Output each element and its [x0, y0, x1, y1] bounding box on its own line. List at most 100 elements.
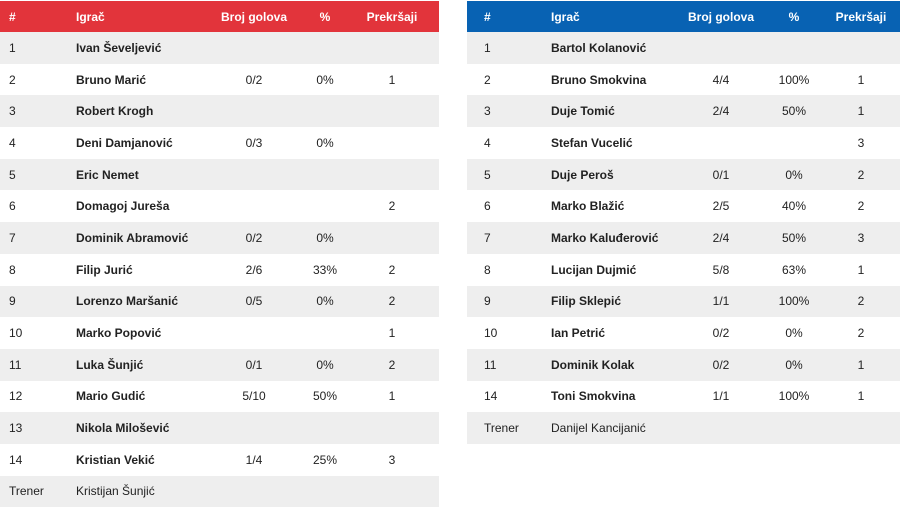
player-name[interactable]: Duje Tomić	[551, 104, 615, 119]
player-number: 13	[9, 421, 23, 436]
player-name[interactable]: Nikola Milošević	[76, 421, 170, 436]
table-row[interactable]: 3 Duje Tomić 2/4 50% 1	[467, 95, 900, 128]
player-percentage: 25%	[312, 452, 338, 467]
player-goals: 2/5	[712, 199, 730, 214]
header-percentage: %	[788, 9, 800, 24]
table-header: # Igrač Broj golova % Prekršaji	[467, 1, 900, 32]
player-goals: 5/8	[712, 262, 730, 277]
table-row[interactable]: 8 Lucijan Dujmić 5/8 63% 1	[467, 254, 900, 286]
player-name[interactable]: Deni Damjanović	[76, 135, 173, 150]
table-row[interactable]: 13 Nikola Milošević	[0, 412, 439, 444]
player-name[interactable]: Robert Krogh	[76, 104, 154, 119]
player-number: 12	[9, 389, 23, 404]
player-percentage: 0%	[785, 167, 803, 182]
table-row[interactable]: 4 Stefan Vucelić 3	[467, 127, 900, 159]
player-fouls: 1	[857, 262, 865, 277]
table-header: # Igrač Broj golova % Prekršaji	[0, 1, 439, 32]
player-percentage: 0%	[785, 326, 803, 341]
player-number: 5	[9, 167, 16, 182]
table-row[interactable]: 14 Toni Smokvina 1/1 100% 1	[467, 381, 900, 413]
home-team-stats-table: # Igrač Broj golova % Prekršaji 1 Ivan Še…	[0, 1, 439, 507]
player-number: 1	[484, 40, 491, 55]
away-team-stats-table: # Igrač Broj golova % Prekršaji 1 Bartol …	[467, 1, 900, 444]
player-name[interactable]: Ian Petrić	[551, 326, 606, 341]
header-goals: Broj golova	[220, 9, 287, 24]
player-fouls: 1	[857, 389, 865, 404]
table-row[interactable]: 2 Bruno Smokvina 4/4 100% 1	[467, 64, 900, 96]
player-fouls: 2	[388, 357, 396, 372]
player-goals: 0/1	[712, 167, 730, 182]
table-row[interactable]: 6 Marko Blažić 2/5 40% 2	[467, 190, 900, 222]
header-number: #	[9, 9, 16, 24]
player-number: 4	[9, 135, 16, 150]
player-number: 4	[484, 135, 491, 150]
table-row[interactable]: 12 Mario Gudić 5/10 50% 1	[0, 381, 439, 413]
player-name[interactable]: Luka Šunjić	[76, 357, 144, 372]
player-number: 5	[484, 167, 491, 182]
table-row[interactable]: 11 Luka Šunjić 0/1 0% 2	[0, 348, 439, 381]
player-fouls: 1	[857, 357, 865, 372]
player-number: 6	[9, 199, 16, 214]
player-percentage: 100%	[778, 72, 810, 87]
table-row[interactable]: 5 Duje Peroš 0/1 0% 2	[467, 158, 900, 191]
player-number: 7	[484, 230, 491, 245]
player-percentage: 50%	[312, 389, 338, 404]
player-name[interactable]: Stefan Vucelić	[551, 135, 633, 150]
player-fouls: 1	[388, 326, 396, 341]
player-name[interactable]: Ivan Ševeljević	[76, 40, 162, 55]
player-number: 9	[484, 294, 491, 309]
player-name[interactable]: Bruno Smokvina	[551, 72, 647, 87]
player-name[interactable]: Dominik Abramović	[76, 230, 189, 245]
player-name[interactable]: Bruno Marić	[76, 72, 147, 87]
player-name[interactable]: Lorenzo Maršanić	[76, 294, 179, 309]
player-name[interactable]: Eric Nemet	[76, 167, 139, 182]
player-name[interactable]: Kristian Vekić	[76, 452, 155, 467]
player-name[interactable]: Dominik Kolak	[551, 357, 635, 372]
player-goals: 1/4	[245, 452, 263, 467]
table-row[interactable]: 10 Marko Popović 1	[0, 317, 439, 349]
player-name[interactable]: Toni Smokvina	[551, 389, 636, 404]
table-row[interactable]: 5 Eric Nemet	[0, 158, 439, 191]
player-fouls: 2	[857, 326, 865, 341]
header-number: #	[484, 9, 491, 24]
table-row[interactable]: 3 Robert Krogh	[0, 95, 439, 128]
player-percentage: 100%	[778, 389, 810, 404]
player-number: 7	[9, 230, 16, 245]
player-name[interactable]: Filip Jurić	[76, 262, 133, 277]
table-row[interactable]: 10 Ian Petrić 0/2 0% 2	[467, 317, 900, 349]
player-number: 2	[484, 72, 491, 87]
table-row[interactable]: 14 Kristian Vekić 1/4 25% 3	[0, 444, 439, 476]
player-name[interactable]: Marko Blažić	[551, 199, 625, 214]
player-goals: 1/1	[712, 294, 730, 309]
coach-name: Danijel Kancijanić	[551, 421, 646, 436]
table-row[interactable]: 7 Dominik Abramović 0/2 0%	[0, 222, 439, 254]
player-name[interactable]: Mario Gudić	[76, 389, 146, 404]
table-row[interactable]: 7 Marko Kaluđerović 2/4 50% 3	[467, 222, 900, 254]
player-number: 3	[484, 104, 491, 119]
player-fouls: 1	[388, 389, 396, 404]
player-name[interactable]: Bartol Kolanović	[551, 40, 647, 55]
player-percentage: 0%	[316, 72, 334, 87]
coach-label: Trener	[9, 484, 44, 499]
table-row[interactable]: 1 Ivan Ševeljević	[0, 32, 439, 64]
player-name[interactable]: Filip Sklepić	[551, 294, 622, 309]
player-percentage: 0%	[785, 357, 803, 372]
table-row[interactable]: 4 Deni Damjanović 0/3 0%	[0, 127, 439, 159]
table-row[interactable]: 2 Bruno Marić 0/2 0% 1	[0, 64, 439, 96]
player-percentage: 0%	[316, 135, 334, 150]
player-name[interactable]: Duje Peroš	[551, 167, 614, 182]
header-fouls: Prekršaji	[366, 9, 418, 24]
table-row[interactable]: 9 Lorenzo Maršanić 0/5 0% 2	[0, 285, 439, 318]
table-row[interactable]: 9 Filip Sklepić 1/1 100% 2	[467, 285, 900, 318]
header-player: Igrač	[551, 9, 580, 24]
player-name[interactable]: Lucijan Dujmić	[551, 262, 637, 277]
coach-label: Trener	[484, 421, 519, 436]
table-row[interactable]: 11 Dominik Kolak 0/2 0% 1	[467, 348, 900, 381]
table-row[interactable]: 8 Filip Jurić 2/6 33% 2	[0, 254, 439, 286]
player-name[interactable]: Marko Popović	[76, 326, 162, 341]
table-row[interactable]: 1 Bartol Kolanović	[467, 32, 900, 64]
player-name[interactable]: Domagoj Jureša	[76, 199, 170, 214]
player-goals: 0/5	[245, 294, 263, 309]
player-name[interactable]: Marko Kaluđerović	[551, 230, 659, 245]
table-row[interactable]: 6 Domagoj Jureša 2	[0, 190, 439, 222]
